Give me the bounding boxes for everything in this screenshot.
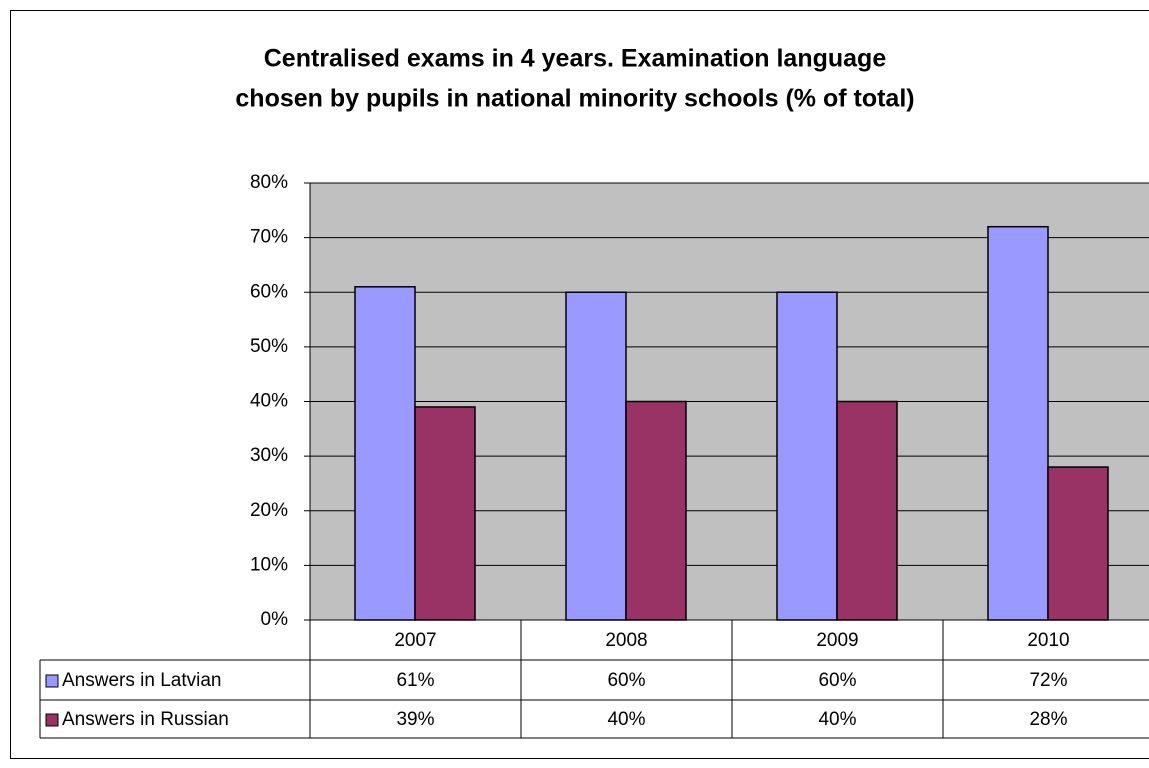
legend-label: Answers in Russian [62,709,229,730]
bar [776,291,838,621]
data-label: 28% [1029,709,1067,730]
y-tick-label: 30% [250,445,288,466]
bar [625,400,687,621]
data-label: 60% [818,670,856,691]
y-tick-label: 60% [250,281,288,302]
legend-swatch [45,713,59,727]
legend-swatch [45,674,59,688]
y-tick-label: 10% [250,554,288,575]
bar [987,225,1049,621]
bar [836,400,898,621]
data-label: 60% [607,670,645,691]
x-tick-label: 2010 [1027,630,1069,651]
y-tick-label: 70% [250,227,288,248]
x-tick-label: 2008 [605,630,647,651]
y-tick-label: 20% [250,500,288,521]
y-tick-label: 50% [250,336,288,357]
data-label: 61% [396,670,434,691]
data-label: 72% [1029,670,1067,691]
bar [1047,466,1109,621]
legend-label: Answers in Latvian [62,670,221,691]
y-tick-label: 80% [250,172,288,193]
data-label: 39% [396,709,434,730]
data-label: 40% [818,709,856,730]
chart-title: Centralised exams in 4 years. Examinatio… [264,45,887,73]
y-tick-label: 40% [250,391,288,412]
x-tick-label: 2007 [394,630,436,651]
bar [565,291,627,621]
bar [354,286,416,621]
x-tick-label: 2009 [816,630,858,651]
data-label: 40% [607,709,645,730]
y-tick-label: 0% [261,609,289,630]
chart-title: chosen by pupils in national minority sc… [235,85,914,113]
bar [414,406,476,621]
